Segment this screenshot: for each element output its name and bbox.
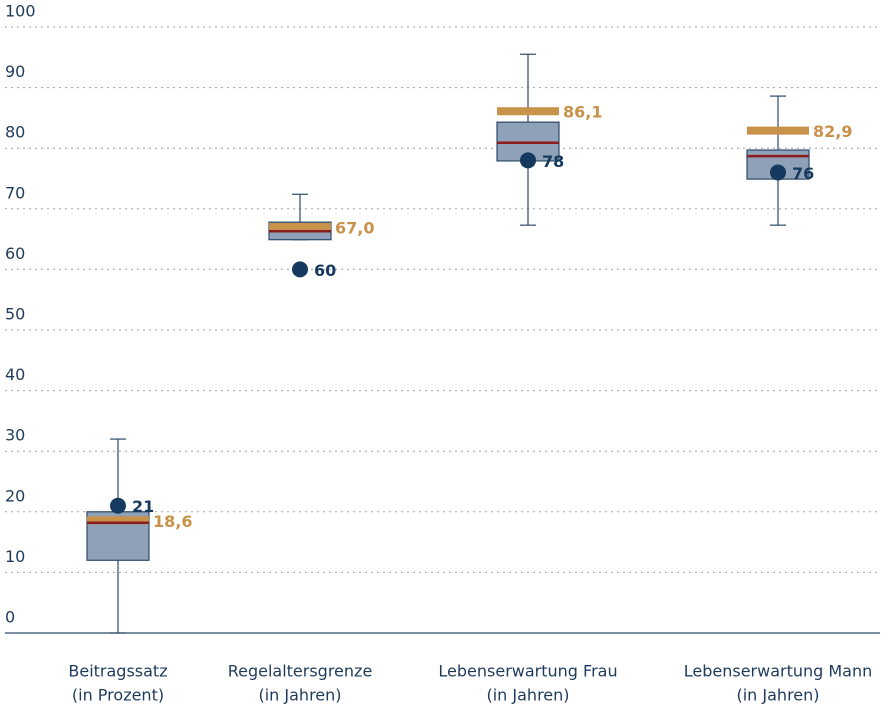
point	[292, 261, 308, 278]
y-tick-label: 100	[5, 2, 36, 21]
reference-bar	[87, 516, 149, 525]
y-tick-label: 50	[5, 305, 25, 324]
y-tick-label: 20	[5, 486, 25, 505]
point-label: 60	[314, 261, 336, 280]
x-tick-label: Beitragssatz	[68, 662, 167, 681]
reference-bar	[747, 126, 809, 135]
point-label: 76	[792, 164, 814, 183]
y-tick-label: 10	[5, 547, 25, 566]
y-tick-label: 70	[5, 183, 25, 202]
point	[110, 497, 126, 514]
point	[770, 164, 786, 181]
reference-bar	[269, 222, 331, 231]
y-tick-label: 90	[5, 62, 25, 81]
x-tick-note: (in Jahren)	[258, 686, 341, 705]
reference-bar	[497, 107, 559, 116]
x-tick-label: Lebenserwartung Frau	[438, 662, 617, 681]
point-label: 78	[542, 152, 564, 171]
reference-label: 18,6	[153, 512, 192, 531]
y-tick-label: 0	[5, 608, 15, 627]
y-tick-label: 80	[5, 123, 25, 142]
reference-label: 82,9	[813, 122, 852, 141]
x-tick-note: (in Prozent)	[72, 686, 164, 705]
reference-label: 86,1	[563, 103, 602, 122]
x-tick-label: Regelaltersgrenze	[228, 662, 373, 681]
x-tick-note: (in Jahren)	[486, 686, 569, 705]
y-tick-label: 30	[5, 426, 25, 445]
reference-label: 67,0	[335, 218, 374, 237]
x-tick-note: (in Jahren)	[736, 686, 819, 705]
point	[520, 152, 536, 169]
x-tick-label: Lebenserwartung Mann	[684, 662, 873, 681]
y-tick-label: 60	[5, 244, 25, 263]
y-tick-label: 40	[5, 365, 25, 384]
point-label: 21	[132, 497, 154, 516]
